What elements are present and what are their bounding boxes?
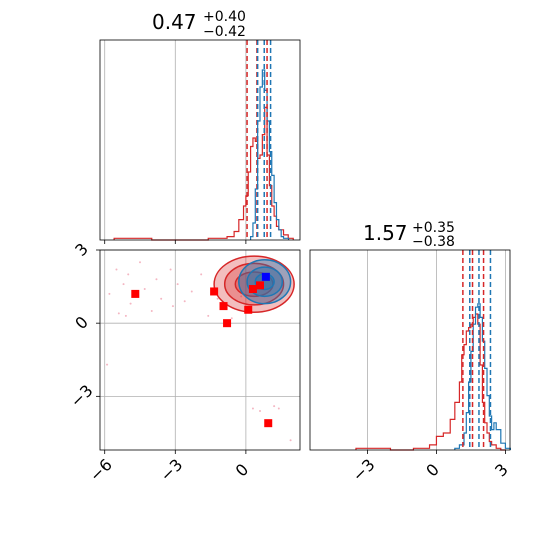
scatter-point	[171, 305, 174, 308]
frame-joint	[99, 249, 301, 451]
ticks-param-0	[104, 240, 247, 244]
panel-joint-2d: −6 −3 0 3 0 −3	[67, 239, 301, 485]
scatter-point	[273, 405, 276, 408]
quantile-lines-param-0	[246, 40, 272, 240]
panel-param-0-marginal: 0.47 +0.40 −0.42	[99, 9, 301, 244]
scatter-point	[277, 407, 280, 410]
scatter-point	[183, 300, 186, 303]
grid-param-0	[104, 40, 247, 240]
x-tick-label: −3	[349, 455, 379, 485]
marker	[210, 287, 219, 296]
marker	[256, 281, 264, 290]
marker	[248, 285, 257, 294]
scatter-point	[200, 273, 203, 276]
histogram-series-1	[454, 303, 512, 450]
scatter-points-joint	[106, 261, 292, 442]
contours-joint	[213, 255, 295, 313]
scatter-point	[117, 312, 120, 315]
title-param-1-plus: +0.35	[412, 220, 455, 236]
scatter-point	[143, 288, 146, 291]
marker	[244, 305, 253, 314]
scatter-point	[155, 278, 158, 281]
y-tick-label: 3	[71, 239, 92, 260]
scatter-point	[150, 309, 153, 312]
scatter-point	[160, 297, 163, 300]
title-param-1-value: 1.57	[363, 221, 408, 245]
scatter-point	[139, 261, 141, 264]
scatter-point	[251, 407, 254, 410]
scatter-point	[129, 302, 132, 305]
title-param-0: 0.47	[152, 10, 197, 34]
x-tick-label: 0	[422, 460, 443, 481]
x-tick-label: −6	[86, 455, 116, 485]
title-param-0-minus: −0.42	[203, 24, 246, 40]
marker	[264, 419, 273, 428]
scatter-point	[122, 283, 125, 286]
title-param-0-plus: +0.40	[203, 9, 246, 25]
scatter-point	[169, 268, 172, 271]
scatter-point	[108, 292, 111, 295]
marker	[261, 272, 270, 281]
marker	[219, 302, 228, 311]
scatter-point	[289, 439, 292, 442]
marker	[131, 289, 140, 298]
marker	[223, 319, 232, 328]
scatter-point	[115, 268, 118, 271]
histogram-series-1	[249, 69, 290, 240]
ticks-param-1: −3 0 3	[349, 450, 512, 485]
frame-param-1	[309, 249, 511, 451]
histograms-param-1	[355, 303, 512, 451]
markers-joint	[131, 272, 273, 428]
scatter-point	[216, 297, 219, 300]
scatter-point	[127, 273, 130, 276]
scatter-point	[124, 314, 127, 317]
title-param-1: 1.57	[363, 221, 408, 245]
y-tick-label: 0	[71, 312, 92, 333]
panel-param-1-marginal: 1.57 +0.35 −0.38 −3 0 3	[309, 220, 512, 485]
frame-param-0	[99, 39, 301, 241]
scatter-point	[190, 290, 193, 293]
x-tick-label: 0	[232, 460, 253, 481]
title-param-1-minus: −0.38	[412, 234, 455, 250]
scatter-point	[240, 295, 243, 298]
grid-param-1	[367, 250, 506, 450]
histogram-series-0	[355, 313, 506, 451]
scatter-point	[106, 363, 109, 366]
scatter-point	[259, 409, 261, 412]
scatter-point	[207, 314, 210, 317]
quantile-lines-param-1	[462, 250, 492, 450]
x-tick-label: −3	[156, 455, 186, 485]
scatter-point	[230, 317, 233, 320]
x-tick-label: 3	[491, 460, 512, 481]
y-tick-label: −3	[67, 381, 97, 411]
title-param-0-value: 0.47	[152, 10, 197, 34]
scatter-point	[176, 283, 179, 286]
